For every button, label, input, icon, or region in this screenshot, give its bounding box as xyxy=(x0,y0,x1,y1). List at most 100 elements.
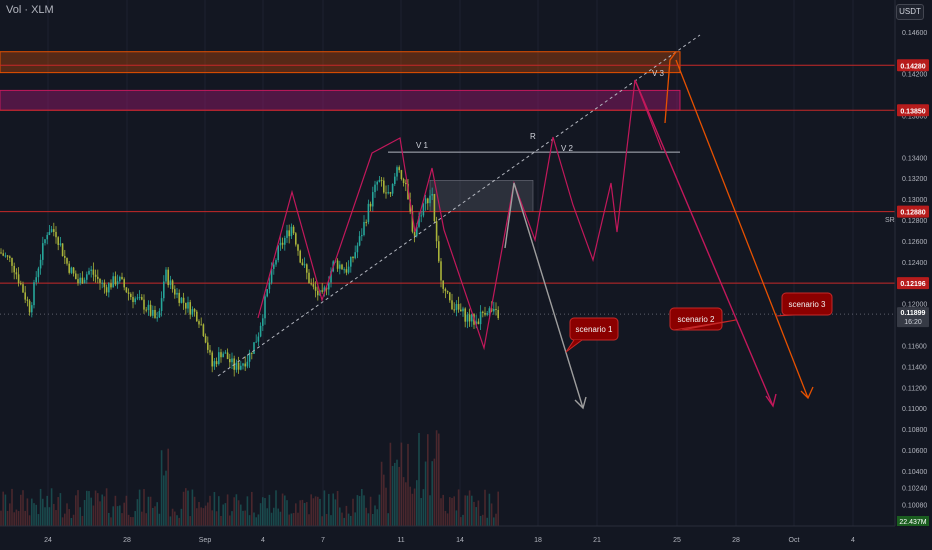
volume-bar xyxy=(2,491,4,526)
candle-body xyxy=(204,335,207,343)
volume-bar xyxy=(13,512,15,526)
volume-bar xyxy=(204,505,207,526)
scenario-2-path xyxy=(634,79,774,407)
volume-bar xyxy=(262,497,264,526)
candle-body xyxy=(182,297,185,303)
price-level-tag: 0.12880 xyxy=(897,205,929,218)
time-axis-bg xyxy=(0,526,932,550)
volume-bar xyxy=(418,432,420,526)
candle-body xyxy=(471,314,473,322)
candle-body xyxy=(449,292,451,301)
volume-bar xyxy=(409,486,411,526)
volume-bar xyxy=(339,507,341,526)
candle-body xyxy=(103,282,106,288)
volume-bar xyxy=(427,434,429,526)
time-tick-label: 28 xyxy=(732,537,740,544)
price-tick-label: 0.11400 xyxy=(902,364,927,371)
volume-bar xyxy=(86,490,88,526)
volume-bar xyxy=(493,517,495,526)
scenario-1-path xyxy=(504,182,584,409)
volume-bar xyxy=(44,507,46,526)
time-axis[interactable]: 24 28 Sep 4 7 11 14 18 21 25 28 Oct 4 xyxy=(0,525,932,550)
candle-body xyxy=(279,242,282,246)
volume-bar xyxy=(424,461,427,526)
candle-body xyxy=(92,269,95,275)
scenario-label: scenario 3 xyxy=(789,300,826,309)
price-axis[interactable]: 0.14600 0.14200 0.13800 0.13400 0.13200 0.130… xyxy=(885,0,932,550)
volume-bar xyxy=(163,475,165,526)
price-level-tag: 0.13850 xyxy=(897,104,929,117)
candle-body xyxy=(387,192,389,194)
volume-bar xyxy=(15,509,18,526)
candle-body xyxy=(358,236,361,246)
candle-body xyxy=(132,297,134,303)
scenario-callout: scenario 2 xyxy=(669,307,737,331)
volume-bar xyxy=(484,489,486,526)
volume-bar xyxy=(398,466,400,526)
candle-body xyxy=(308,272,310,284)
candle-body xyxy=(77,279,79,284)
candle-body xyxy=(20,283,22,285)
volume-bar xyxy=(66,503,68,526)
volume-bar xyxy=(413,488,416,526)
volume-bar xyxy=(132,517,134,526)
candle-body xyxy=(482,311,484,313)
candle-body xyxy=(317,290,319,296)
price-level-tag-text: 0.12880 xyxy=(900,210,925,217)
volume-bar xyxy=(486,517,488,526)
volume-bar xyxy=(495,513,497,526)
volume-bar xyxy=(407,443,409,526)
candle-body xyxy=(237,362,240,370)
candle-body xyxy=(114,276,117,285)
currency-button[interactable]: USDT xyxy=(896,4,924,20)
candle-body xyxy=(48,232,51,236)
candle-body xyxy=(488,308,491,314)
candle-body xyxy=(134,298,136,303)
candle-body xyxy=(440,261,442,281)
volume-bar xyxy=(361,488,363,526)
volume-bar xyxy=(185,488,187,526)
volume-bar xyxy=(145,513,147,526)
volume-bar xyxy=(83,499,86,526)
volume-bar xyxy=(446,513,449,526)
candle-body xyxy=(57,237,59,245)
current-price-tag: 0.11899 16:20 xyxy=(897,307,929,328)
volume-bar xyxy=(31,498,33,526)
volume-bar xyxy=(229,515,231,526)
volume-bar xyxy=(119,505,121,526)
candle-body xyxy=(125,287,128,293)
volume-bar xyxy=(130,517,132,526)
volume-bar xyxy=(46,495,48,526)
volume-bar xyxy=(116,506,119,526)
candle-body xyxy=(158,311,161,318)
candle-body xyxy=(391,184,394,194)
volume-bar xyxy=(292,513,295,526)
candle-body xyxy=(24,292,26,300)
candle-body xyxy=(385,192,387,194)
candle-body xyxy=(72,267,75,274)
candle-body xyxy=(350,256,352,267)
candle-body xyxy=(336,260,339,269)
candle-body xyxy=(389,192,392,194)
volume-bar xyxy=(101,494,103,526)
volume-bar xyxy=(158,513,161,526)
candle-body xyxy=(255,341,257,343)
volume-bar xyxy=(165,470,167,526)
volume-bar xyxy=(244,510,246,526)
volume-bar xyxy=(160,450,163,526)
candle-body xyxy=(339,264,341,269)
time-tick-label: 21 xyxy=(593,537,601,544)
candle-body xyxy=(248,352,251,362)
candle-body xyxy=(215,361,218,365)
candle-body xyxy=(37,268,40,278)
volume-bar xyxy=(202,508,205,526)
scenario-2-arrowhead xyxy=(765,393,777,408)
candle-body xyxy=(411,211,414,232)
time-tick-label: 4 xyxy=(851,537,855,544)
scenario-callout: scenario 1 xyxy=(565,317,619,353)
volume-bar xyxy=(429,495,431,526)
volume-bar xyxy=(11,488,13,526)
volume-bar xyxy=(328,493,330,526)
candle-body xyxy=(145,309,147,311)
